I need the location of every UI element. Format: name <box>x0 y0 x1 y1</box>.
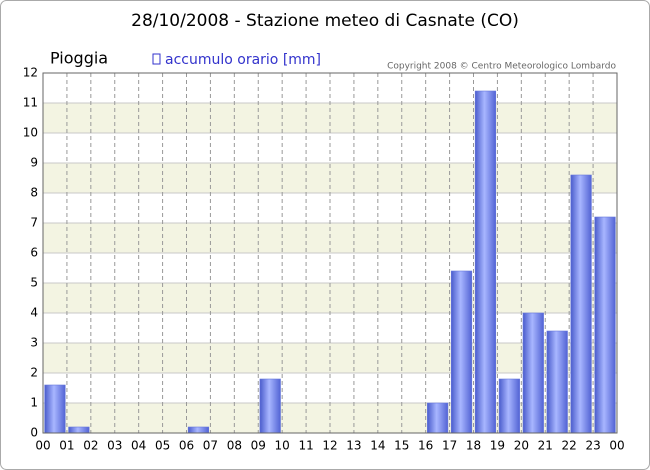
x-tick-label: 13 <box>346 439 361 453</box>
y-tick-label: 8 <box>30 186 38 200</box>
y-tick-label: 7 <box>30 216 38 230</box>
x-tick-label: 16 <box>418 439 433 453</box>
legend-swatch <box>152 53 161 65</box>
chart-title: 28/10/2008 - Stazione meteo di Casnate (… <box>131 11 519 31</box>
y-tick-label: 10 <box>23 126 38 140</box>
legend-label: accumulo orario [mm] <box>165 52 321 68</box>
x-tick-label: 03 <box>107 439 122 453</box>
y-tick-label: 2 <box>30 366 38 380</box>
y-tick-label: 9 <box>30 156 38 170</box>
y-tick-label: 0 <box>30 426 38 440</box>
bar <box>68 426 90 434</box>
x-tick-label: 05 <box>155 439 170 453</box>
bar <box>259 378 281 434</box>
x-tick-label: 21 <box>538 439 553 453</box>
bar <box>187 426 210 434</box>
x-tick-label: 08 <box>227 439 242 453</box>
y-tick-label: 11 <box>23 96 38 110</box>
bar <box>522 312 544 434</box>
x-tick-label: 12 <box>322 439 337 453</box>
x-tick-label: 00 <box>35 439 50 453</box>
x-tick-label: 17 <box>442 439 457 453</box>
x-tick-label: 15 <box>394 439 409 453</box>
bar <box>546 330 568 434</box>
y-tick-label: 5 <box>30 276 38 290</box>
bar <box>44 384 66 434</box>
bar <box>594 216 616 434</box>
y-tick-label: 1 <box>30 396 38 410</box>
copyright: Copyright 2008 © Centro Meteorologico Lo… <box>387 62 616 72</box>
x-tick-label: 23 <box>585 439 600 453</box>
x-tick-label: 18 <box>466 439 481 453</box>
x-tick-label: 14 <box>370 439 385 453</box>
x-tick-label: 10 <box>275 439 290 453</box>
x-tick-label: 19 <box>490 439 505 453</box>
x-tick-label: 22 <box>562 439 577 453</box>
x-tick-label: 04 <box>131 439 146 453</box>
bar <box>450 270 473 434</box>
x-tick-label: 01 <box>59 439 74 453</box>
bar <box>427 402 449 434</box>
y-tick-label: 4 <box>30 306 38 320</box>
x-tick-label: 06 <box>179 439 194 453</box>
x-tick-label: 20 <box>514 439 529 453</box>
bar <box>498 378 520 434</box>
bar <box>570 174 592 434</box>
bar <box>474 90 497 434</box>
plot-border <box>42 72 618 434</box>
subtitle: Pioggia <box>50 49 108 68</box>
y-tick-label: 3 <box>30 336 38 350</box>
x-tick-label: 11 <box>298 439 313 453</box>
y-tick-label: 12 <box>23 66 38 80</box>
x-tick-label: 07 <box>203 439 218 453</box>
x-tick-label: 09 <box>251 439 266 453</box>
x-tick-label: 02 <box>83 439 98 453</box>
x-tick-label: 00 <box>609 439 624 453</box>
y-tick-label: 6 <box>30 246 38 260</box>
